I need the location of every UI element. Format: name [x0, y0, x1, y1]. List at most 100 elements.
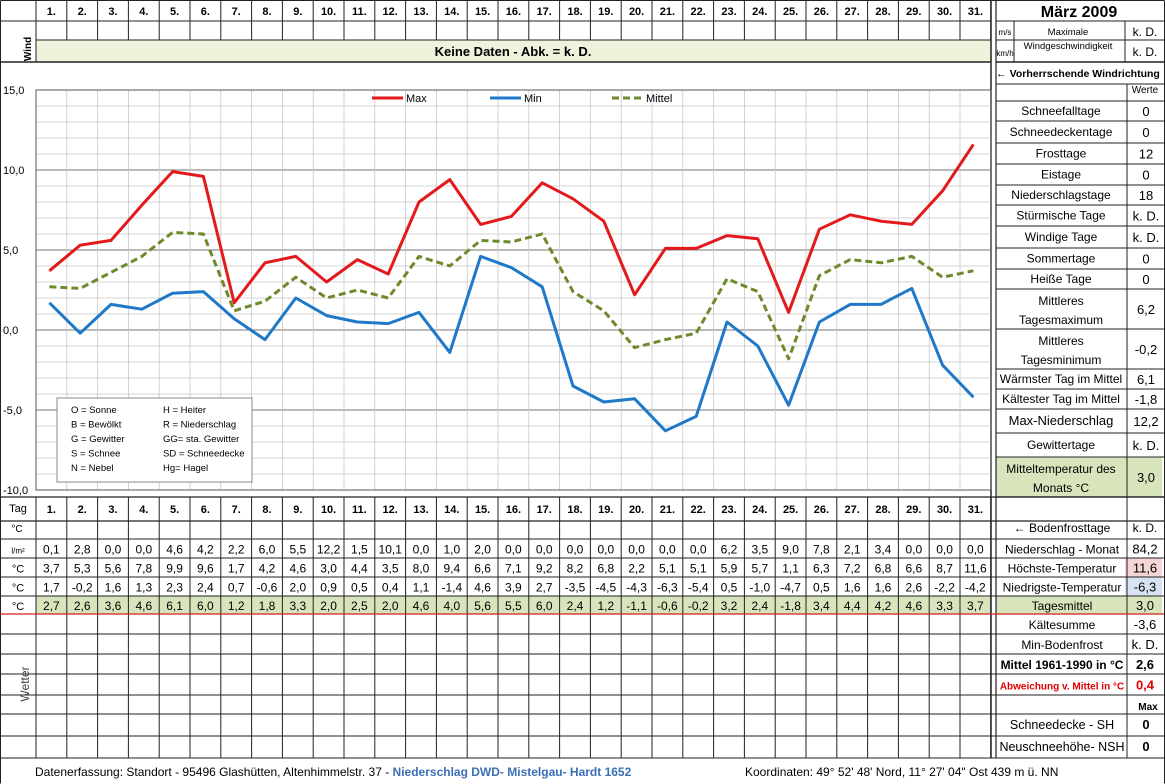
top-day-21: 21. [660, 6, 675, 18]
y-tick-label: -10,0 [3, 485, 28, 497]
max-wind-label-line2: Windgeschwindigkeit [1024, 41, 1113, 52]
snow-value: 0 [1142, 739, 1149, 754]
weather-key-entry: Hg= Hagel [163, 463, 208, 474]
row-unit: °C [12, 601, 24, 613]
day-value: 3,0 [320, 562, 337, 576]
plot-area [35, 89, 992, 491]
day-value: 6,6 [905, 562, 922, 576]
day-value: 1,8 [259, 599, 276, 613]
top-day-20: 20. [629, 6, 644, 18]
stats-header: Werte [1132, 85, 1159, 96]
day-value: 6,3 [813, 562, 830, 576]
day-value: -5,4 [688, 581, 709, 595]
unit-row-label: °C [11, 524, 22, 535]
day-value: 0,0 [536, 543, 553, 557]
day-value: 2,4 [197, 581, 214, 595]
snow-label: Neuschneehöhe- NSH [999, 740, 1124, 754]
series-line-mittel [49, 230, 974, 361]
top-day-15: 15. [475, 6, 490, 18]
day-value: 0,0 [505, 543, 522, 557]
bottom-day-22: 22. [691, 504, 706, 516]
day-value: -1,8 [780, 599, 801, 613]
stats-value: 0 [1142, 252, 1149, 267]
stats-value: k. D. [1133, 438, 1160, 453]
day-value: -1,1 [626, 599, 647, 613]
day-value: 5,3 [74, 562, 91, 576]
footer-station-link[interactable]: Niederschlag DWD- Mistelgau- Hardt 1652 [393, 765, 632, 779]
max-wind-ms-value: k. D. [1133, 25, 1158, 39]
row-unit: l/m² [11, 547, 25, 556]
day-value: 2,0 [320, 599, 337, 613]
tagesmittel-row-band [36, 596, 991, 614]
day-value: 2,3 [166, 581, 183, 595]
day-value: 1,7 [228, 562, 245, 576]
top-day-12: 12. [383, 6, 398, 18]
top-day-16: 16. [506, 6, 521, 18]
top-day-18: 18. [567, 6, 582, 18]
day-value: 5,5 [289, 543, 306, 557]
y-tick-label: 15,0 [3, 85, 24, 97]
stats-label: Windige Tage [1025, 230, 1098, 244]
day-value: 4,6 [166, 543, 183, 557]
top-day-8: 8. [262, 6, 271, 18]
day-value: 0,0 [936, 543, 953, 557]
bottom-day-23: 23. [721, 504, 736, 516]
bottom-day-11: 11. [352, 504, 367, 516]
top-day-1: 1. [47, 6, 56, 18]
day-value: 0,7 [228, 581, 245, 595]
hoechst-total-bg [1125, 558, 1162, 577]
day-value: 1,7 [43, 581, 60, 595]
day-value: 2,4 [751, 599, 768, 613]
day-value: 2,8 [74, 543, 91, 557]
stats-value: 0 [1142, 272, 1149, 287]
day-value: -0,2 [688, 599, 709, 613]
day-value: 0,0 [597, 543, 614, 557]
day-value: 3,5 [751, 543, 768, 557]
day-value: 6,1 [166, 599, 183, 613]
day-value: 1,2 [597, 599, 614, 613]
top-day-25: 25. [783, 6, 798, 18]
top-day-5: 5. [170, 6, 179, 18]
stats-label: Max-Niederschlag [1009, 413, 1114, 428]
bottom-day-18: 18. [567, 504, 582, 516]
bottom-day-4: 4. [139, 504, 148, 516]
top-day-23: 23. [721, 6, 736, 18]
day-value: 7,2 [844, 562, 861, 576]
summary-label: Mittel 1961-1990 in °C [1001, 658, 1124, 672]
bottom-day-26: 26. [814, 504, 829, 516]
bottom-day-25: 25. [783, 504, 798, 516]
day-value: -4,2 [965, 581, 986, 595]
snow-value: 0 [1142, 717, 1149, 732]
top-day-26: 26. [814, 6, 829, 18]
day-value: 0,0 [905, 543, 922, 557]
weather-key-entry: B = Bewölkt [71, 420, 122, 431]
day-value: 2,5 [351, 599, 368, 613]
bottom-day-6: 6. [201, 504, 210, 516]
day-value: 3,4 [875, 543, 892, 557]
day-value: 1,1 [782, 562, 799, 576]
top-day-6: 6. [201, 6, 210, 18]
day-value: 5,5 [505, 599, 522, 613]
stats-label: Gewittertage [1027, 438, 1095, 452]
top-day-11: 11. [352, 6, 367, 18]
bottom-day-28: 28. [875, 504, 890, 516]
day-value: 0,5 [721, 581, 738, 595]
weather-key-entry: G = Gewitter [71, 434, 125, 445]
summary-label: Min-Bodenfrost [1021, 638, 1103, 652]
row-label: Niederschlag - Monat [1005, 543, 1120, 557]
stats-value: 0 [1142, 104, 1149, 119]
day-value: 9,4 [443, 562, 460, 576]
stats-value: 18 [1139, 188, 1153, 203]
footer-coordinates: Koordinaten: 49° 52' 48' Nord, 11° 27' 0… [745, 765, 1058, 779]
bottom-day-7: 7. [232, 504, 241, 516]
top-day-14: 14. [444, 6, 459, 18]
bottom-day-16: 16. [506, 504, 521, 516]
top-day-2: 2. [78, 6, 87, 18]
day-value: 4,6 [905, 599, 922, 613]
day-value: 12,2 [317, 543, 341, 557]
day-value: 2,0 [289, 581, 306, 595]
summary-label: Kältesumme [1029, 618, 1096, 632]
weather-key-entry: R = Niederschlag [163, 420, 236, 431]
